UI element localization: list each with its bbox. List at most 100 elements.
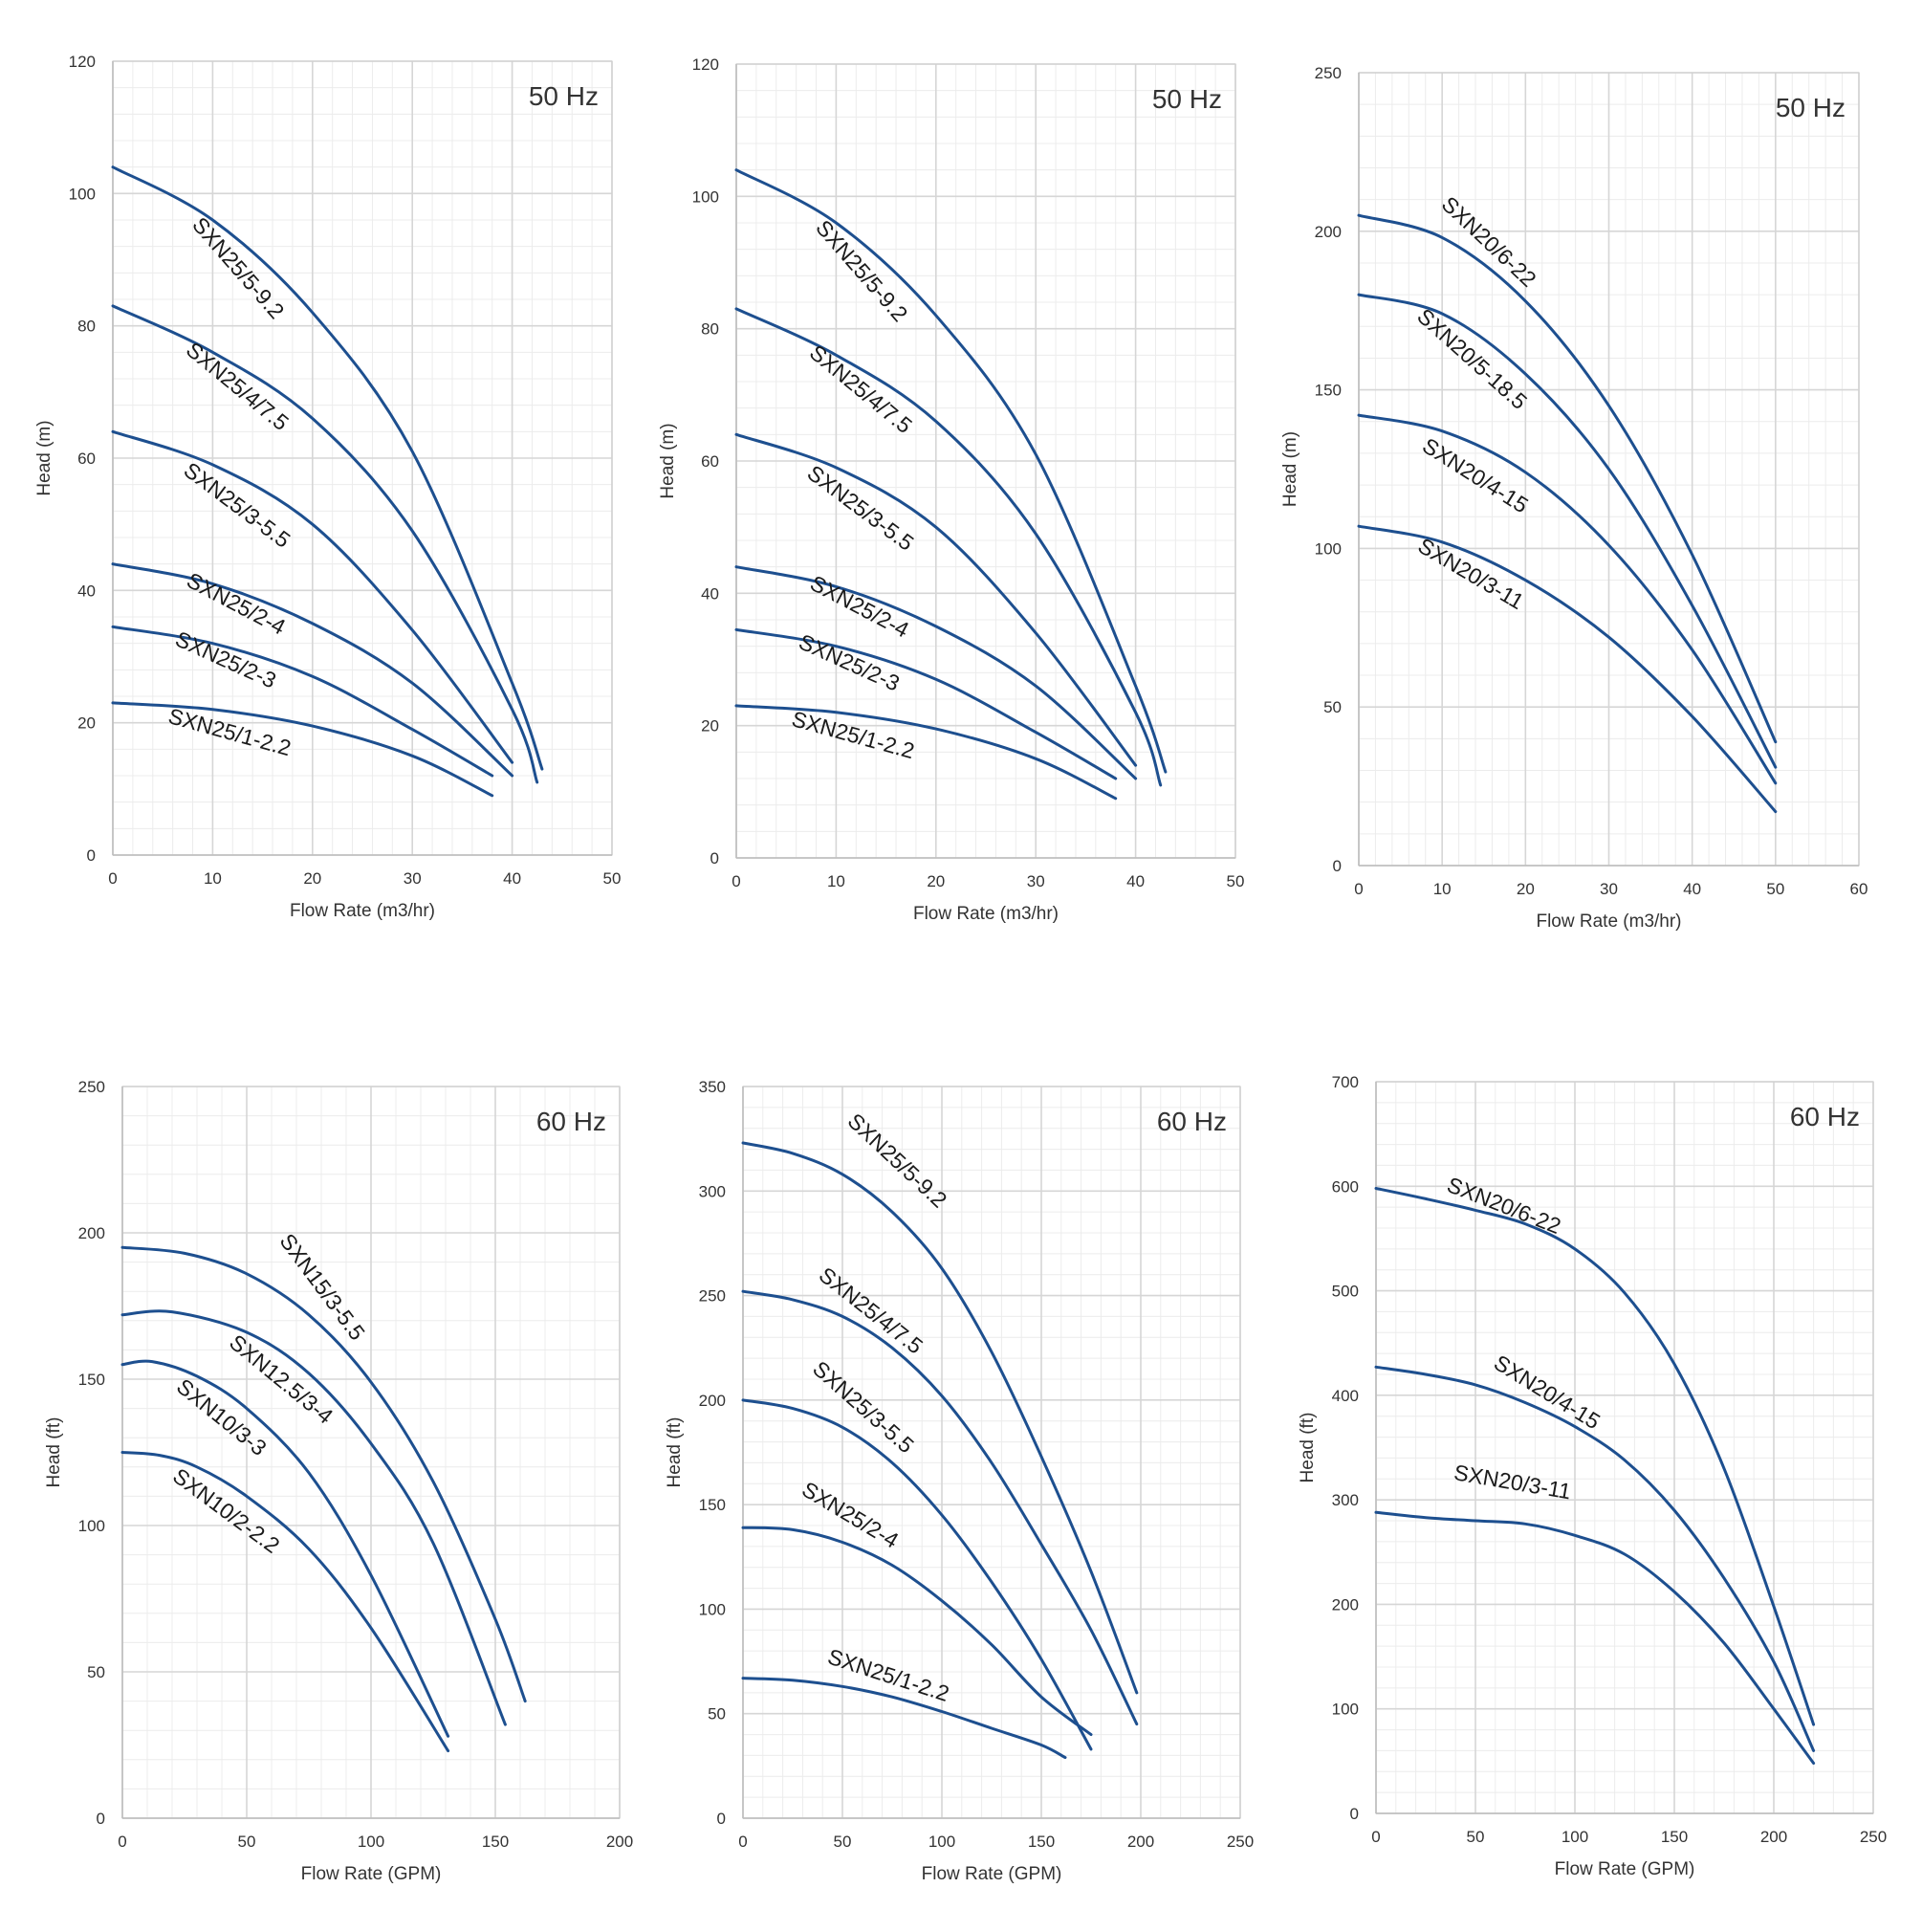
curve-SXN20/5-18.5	[1357, 293, 1778, 769]
x-tick-label: 20	[303, 869, 321, 888]
x-axis-label: Flow Rate (m3/hr)	[1536, 911, 1681, 932]
curve-SXN25/4/7.5	[111, 304, 539, 784]
x-tick-label: 50	[1467, 1828, 1485, 1846]
x-tick-label: 60	[1850, 880, 1868, 898]
y-tick-label: 50	[87, 1663, 105, 1681]
x-tick-label: 200	[1760, 1828, 1787, 1846]
y-tick-label: 60	[701, 452, 719, 471]
curve-SXN20/4-15	[1374, 1365, 1816, 1752]
frequency-label: 50 Hz	[1776, 93, 1846, 122]
frequency-label: 60 Hz	[1790, 1102, 1860, 1131]
y-tick-label: 120	[692, 55, 719, 74]
y-tick-label: 100	[1315, 539, 1342, 558]
y-tick-label: 500	[1332, 1283, 1359, 1301]
chart-1: 0 10 20 30 40 50 0 20 40 60 80 100 120 Flow Rate (m3/…	[34, 53, 621, 921]
y-tick-label: 0	[1350, 1805, 1359, 1823]
curve-SXN25/3-5.5	[741, 1398, 1093, 1751]
y-tick-label: 700	[1332, 1073, 1359, 1091]
curve-SXN15/3-5.5	[120, 1245, 527, 1703]
x-tick-label: 10	[827, 872, 845, 890]
frequency-label: 50 Hz	[529, 81, 599, 111]
x-tick-label: 0	[1371, 1828, 1380, 1846]
chart-4: 0 50 100 150 200 0 50 100 150 200 250 Flow Rate (GP…	[44, 1078, 633, 1884]
curve-SXN25/5-9.2	[741, 1141, 1139, 1695]
curve-SXN25/2-3	[111, 625, 494, 778]
y-tick-label: 0	[1333, 857, 1342, 875]
y-tick-label: 150	[78, 1371, 105, 1389]
x-tick-label: 200	[1127, 1833, 1154, 1851]
x-tick-label: 0	[108, 869, 117, 888]
x-tick-label: 50	[1766, 880, 1784, 898]
curve-SXN20/3-11	[1374, 1510, 1816, 1765]
plot-area	[743, 1087, 1240, 1818]
x-tick-label: 50	[603, 869, 622, 888]
y-axis-label: Head (ft)	[665, 1417, 685, 1488]
chart-3: 0 10 20 30 40 50 60 0 50 100 150 200 250 Flow Rate (m…	[1280, 64, 1867, 932]
x-tick-label: 250	[1860, 1828, 1887, 1846]
curve-SXN10/3-3	[120, 1359, 450, 1738]
x-tick-label: 100	[358, 1833, 384, 1851]
x-axis-label: Flow Rate (m3/hr)	[913, 904, 1059, 924]
chart-2: 0 10 20 30 40 50 0 20 40 60 80 100 120 Flow Rate (m3/…	[658, 55, 1244, 924]
y-tick-label: 250	[78, 1078, 105, 1096]
x-tick-label: 150	[1661, 1828, 1688, 1846]
x-tick-label: 10	[1433, 880, 1452, 898]
curve-SXN25/2-4	[734, 565, 1138, 780]
curve-SXN25/2-4	[111, 562, 514, 778]
curve-SXN25/1-2.2	[741, 1677, 1067, 1760]
frequency-label: 60 Hz	[536, 1107, 606, 1136]
y-tick-label: 300	[699, 1182, 726, 1200]
x-tick-label: 40	[503, 869, 521, 888]
y-tick-label: 100	[1332, 1701, 1359, 1719]
x-axis-label: Flow Rate (GPM)	[1555, 1859, 1695, 1879]
curve-SXN12.5/3-4	[120, 1309, 507, 1726]
x-tick-label: 250	[1227, 1833, 1254, 1851]
y-tick-label: 400	[1332, 1387, 1359, 1405]
y-tick-label: 0	[717, 1810, 726, 1828]
x-tick-label: 100	[1562, 1828, 1588, 1846]
x-tick-label: 0	[1354, 880, 1363, 898]
y-axis-label: Head (m)	[34, 420, 55, 495]
gridlines	[735, 63, 1236, 859]
y-tick-label: 50	[708, 1705, 726, 1723]
y-tick-label: 0	[97, 1810, 105, 1828]
curve-SXN25/1-2.2	[111, 701, 494, 798]
x-tick-label: 40	[1126, 872, 1145, 890]
chart-5: 0 50 100 150 200 250 0 50 100 150 200 250 300 350 Flow…	[665, 1078, 1254, 1884]
x-tick-label: 0	[738, 1833, 747, 1851]
plot-area	[1376, 1082, 1873, 1813]
x-tick-label: 40	[1683, 880, 1701, 898]
curve-SXN20/3-11	[1357, 524, 1778, 814]
curve-SXN25/1-2.2	[734, 704, 1118, 801]
gridlines	[121, 1086, 621, 1819]
y-axis-label: Head (ft)	[1298, 1413, 1318, 1483]
y-tick-label: 300	[1332, 1491, 1359, 1509]
y-tick-label: 200	[699, 1392, 726, 1410]
x-tick-label: 150	[482, 1833, 509, 1851]
y-tick-label: 150	[1315, 382, 1342, 400]
y-tick-label: 0	[87, 846, 96, 865]
x-tick-label: 30	[404, 869, 422, 888]
curve-SXN25/5-9.2	[111, 165, 544, 771]
x-tick-label: 150	[1028, 1833, 1055, 1851]
y-axis-label: Head (m)	[1280, 431, 1300, 507]
y-tick-label: 250	[1315, 64, 1342, 82]
x-tick-label: 50	[238, 1833, 256, 1851]
x-tick-label: 20	[927, 872, 945, 890]
chart-6: 0 50 100 150 200 250 0 100 200 300 400 500 600 700 Flo…	[1298, 1073, 1887, 1879]
y-tick-label: 350	[699, 1078, 726, 1096]
y-tick-label: 120	[69, 53, 96, 71]
y-tick-label: 150	[699, 1496, 726, 1514]
y-tick-label: 200	[78, 1224, 105, 1242]
y-tick-label: 600	[1332, 1177, 1359, 1196]
x-tick-label: 50	[1227, 872, 1245, 890]
curve-SXN20/6-22	[1357, 213, 1778, 744]
frequency-label: 50 Hz	[1152, 84, 1222, 114]
x-axis-label: Flow Rate (GPM)	[301, 1864, 442, 1884]
x-tick-label: 0	[118, 1833, 126, 1851]
y-tick-label: 0	[710, 849, 719, 867]
curve-SXN20/6-22	[1374, 1187, 1816, 1726]
x-tick-label: 10	[204, 869, 222, 888]
y-tick-label: 100	[699, 1600, 726, 1618]
